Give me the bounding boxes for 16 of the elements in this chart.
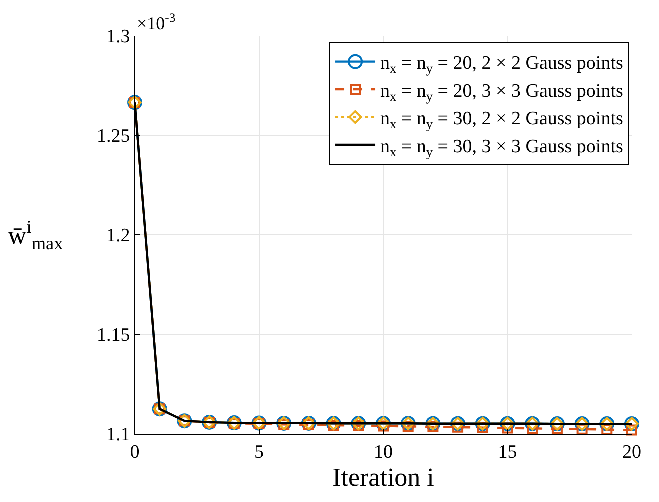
y-tick-label: 1.25 [96, 126, 130, 148]
x-tick-label: 5 [254, 442, 264, 463]
legend-label: n$_{x}$ = n$_{y}$ = 20, 2 × 2 Gauss points [380, 53, 624, 76]
y-tick-label: 1.15 [96, 325, 130, 346]
x-tick-label: 15 [498, 442, 518, 463]
y-tick-label: 1.1 [106, 424, 130, 446]
x-tick-label: 10 [374, 442, 393, 463]
y-tick-label: 1.3 [106, 26, 130, 48]
x-axis-title: Iteration i [332, 462, 434, 492]
legend-label: n$_{x}$ = n$_{y}$ = 30, 2 × 2 Gauss points [380, 108, 624, 132]
x-tick-label: 20 [622, 442, 642, 463]
legend-label: n$_{x}$ = n$_{y}$ = 20, 3 × 3 Gauss points [380, 80, 624, 104]
legend-label: n$_{x}$ = n$_{y}$ = 30, 3 × 3 Gauss points [380, 136, 624, 160]
y-tick-label: 1.2 [106, 226, 130, 247]
x-tick-label: 0 [130, 442, 140, 463]
text: ×10$^{-3}$ [137, 11, 176, 34]
